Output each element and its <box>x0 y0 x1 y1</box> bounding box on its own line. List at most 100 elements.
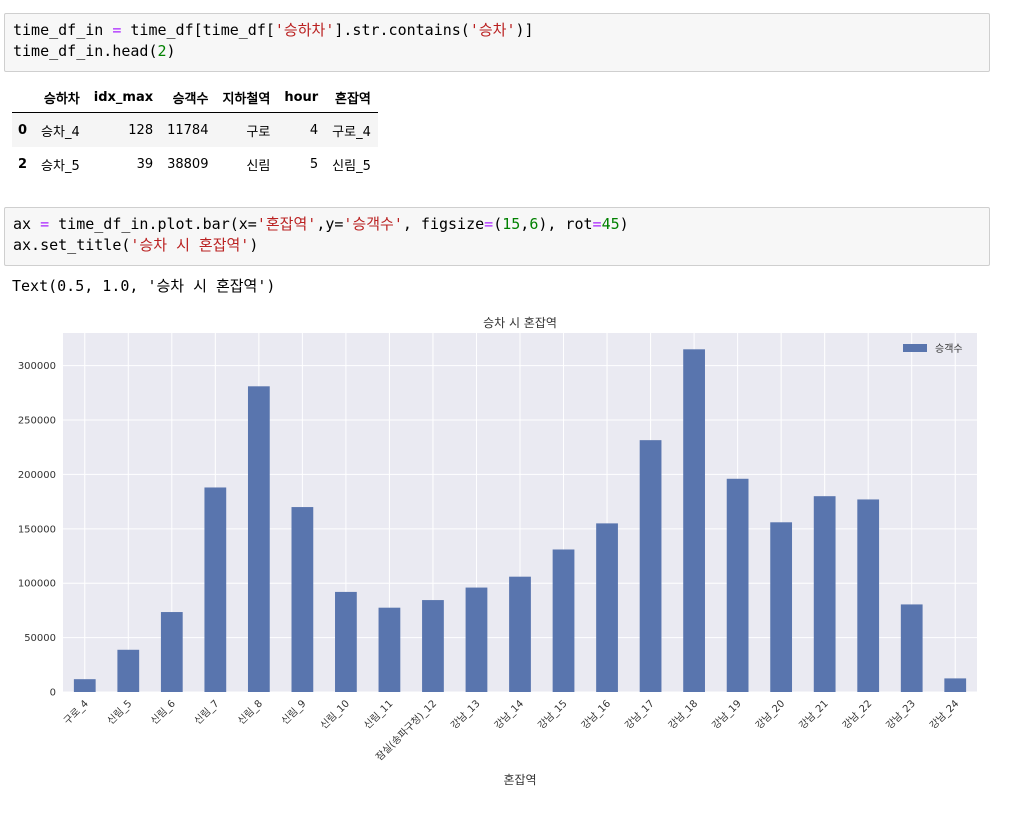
bar <box>117 649 140 692</box>
x-tick-label: 구로_4 <box>62 698 91 727</box>
column-header: 지하철역 <box>215 82 278 113</box>
bar <box>770 522 793 692</box>
y-tick-label: 200000 <box>18 470 56 481</box>
x-axis-label: 혼잡역 <box>503 773 536 787</box>
legend-swatch <box>903 344 927 352</box>
code-token: ) <box>166 42 176 60</box>
code-token: = <box>592 215 602 233</box>
table-cell: 승차_5 <box>41 158 80 174</box>
bar <box>160 612 183 692</box>
code-token: , <box>520 215 530 233</box>
y-tick-label: 100000 <box>18 579 56 590</box>
code-token: '승차' <box>469 21 516 39</box>
x-tick-label: 신림_7 <box>192 698 222 728</box>
table-row: 0 승차_4 128 11784 구로 4 구로_4 <box>12 112 378 147</box>
x-tick-label: 강남_15 <box>536 698 570 732</box>
bar <box>378 607 401 692</box>
code-token: )] <box>515 21 534 39</box>
code-token: ,y= <box>316 215 344 233</box>
code-token: '승차 시 혼잡역' <box>130 236 250 254</box>
dataframe-output: 승하차 idx_max 승객수 지하철역 hour 혼잡역 0 승차_4 128… <box>12 82 378 181</box>
code-token: time_df_in.head( <box>13 42 158 60</box>
code-token: time_df_in <box>13 21 104 39</box>
x-tick-label: 강남_19 <box>710 698 744 732</box>
code-token: ( <box>493 215 503 233</box>
code-token: time_df_in.plot.bar(x= <box>58 215 257 233</box>
index-header <box>12 82 35 113</box>
column-header: idx_max <box>86 82 161 113</box>
y-tick-label: 50000 <box>24 633 56 644</box>
table-cell: 승차_4 <box>41 124 80 140</box>
code-token: 15 <box>502 215 521 233</box>
row-index: 2 <box>18 156 28 172</box>
code-line: ax.set_title('승차 시 혼잡역') <box>13 235 981 256</box>
x-tick-label: 강남_13 <box>449 698 483 732</box>
table-cell: 4 <box>309 122 319 138</box>
code-token: , figsize <box>402 215 485 233</box>
code-token: '승하차' <box>274 21 335 39</box>
bar <box>639 440 662 692</box>
x-tick-label: 강남_14 <box>492 698 526 732</box>
code-line: ax = time_df_in.plot.bar(x='혼잡역',y='승객수'… <box>13 214 981 235</box>
bar <box>509 576 531 692</box>
x-tick-label: 신림_5 <box>105 698 135 728</box>
bar <box>422 600 444 692</box>
y-tick-label: 250000 <box>18 416 56 427</box>
bar <box>944 678 967 692</box>
table-header-row: 승하차 idx_max 승객수 지하철역 hour 혼잡역 <box>12 82 378 113</box>
code-token: 6 <box>529 215 539 233</box>
code-token: ), rot <box>538 215 593 233</box>
bar <box>73 679 96 692</box>
bar <box>291 507 314 692</box>
code-line: time_df_in = time_df[time_df['승하차'].str.… <box>13 20 981 41</box>
table-cell: 11784 <box>167 122 209 138</box>
table-cell: 신림_5 <box>332 158 371 174</box>
x-tick-label: 신림_9 <box>279 698 309 728</box>
code-token: '승객수' <box>343 215 403 233</box>
code-cell-2[interactable]: ax = time_df_in.plot.bar(x='혼잡역',y='승객수'… <box>4 207 990 266</box>
bar <box>726 478 749 692</box>
bar <box>596 523 618 692</box>
bar <box>857 499 880 692</box>
y-tick-label: 150000 <box>18 524 56 535</box>
bar <box>204 487 227 692</box>
code-token: 45 <box>601 215 620 233</box>
code-line: time_df_in.head(2) <box>13 41 981 62</box>
x-tick-label: 강남_22 <box>840 698 874 732</box>
bar <box>900 604 923 692</box>
column-header: hour <box>277 82 326 113</box>
x-tick-label: 강남_17 <box>623 698 657 732</box>
x-tick-label: 신림_8 <box>235 698 265 728</box>
x-tick-label: 신림_6 <box>148 698 178 728</box>
code-token: ax <box>13 215 32 233</box>
legend-label: 승객수 <box>935 343 963 355</box>
y-tick-label: 300000 <box>18 361 56 372</box>
chart-title: 승차 시 혼잡역 <box>483 316 557 330</box>
table-row: 2 승차_5 39 38809 신림 5 신림_5 <box>12 147 378 181</box>
bar-chart: 0 50000 100000 150000 200000 250000 300000 구로_4… <box>18 316 977 787</box>
x-tick-label: 신림_10 <box>318 698 352 732</box>
code-token: ) <box>249 236 259 254</box>
code-cell-1[interactable]: time_df_in = time_df[time_df['승하차'].str.… <box>4 13 990 72</box>
table-cell: 38809 <box>167 156 209 172</box>
code-token: ].str.contains( <box>334 21 470 39</box>
code-token: = <box>484 215 494 233</box>
x-tick-label: 강남_20 <box>753 698 787 732</box>
table-cell: 39 <box>136 156 154 172</box>
code-token: = <box>31 215 59 233</box>
y-tick-label: 0 <box>50 688 56 699</box>
column-header: 혼잡역 <box>325 82 378 113</box>
code-token: '혼잡역' <box>256 215 317 233</box>
table-cell: 128 <box>128 122 154 138</box>
column-header: 승객수 <box>160 82 216 113</box>
column-header: 승하차 <box>34 82 87 113</box>
row-index: 0 <box>18 122 28 138</box>
table-cell: 신림 <box>246 158 271 174</box>
table-cell: 구로 <box>246 124 271 140</box>
x-tick-label: 신림_11 <box>362 698 396 732</box>
output-text: Text(0.5, 1.0, '승차 시 혼잡역') <box>12 277 276 295</box>
code-token: ax.set_title( <box>13 236 131 254</box>
code-token: time_df[time_df[ <box>130 21 275 39</box>
x-tick-label: 강남_23 <box>884 698 918 732</box>
table-cell: 구로_4 <box>332 124 371 140</box>
